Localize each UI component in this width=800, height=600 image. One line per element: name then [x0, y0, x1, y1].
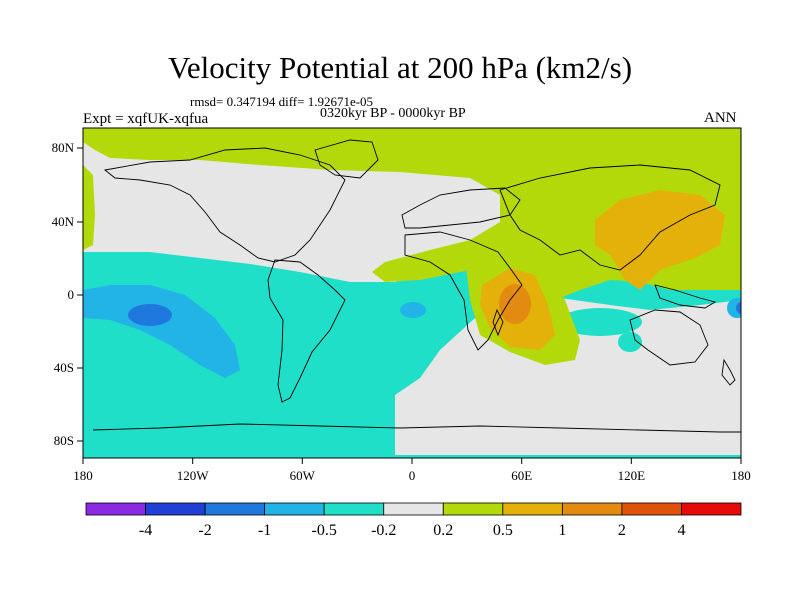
period-label: 0320kyr BP - 0000kyr BP: [320, 106, 466, 121]
colorbar-box: [502, 502, 563, 516]
fill-neg-high-dateline: [736, 302, 741, 314]
season-label: ANN: [704, 110, 737, 126]
colorbar-box: [561, 502, 623, 516]
fill-neg-small-indian-2: [618, 332, 642, 352]
colorbar-label: -2: [198, 522, 211, 539]
plot-title: Velocity Potential at 200 hPa (km2/s): [167, 50, 633, 85]
lat-ticks: [77, 147, 83, 442]
colorbar-box: [383, 502, 444, 516]
lon-tick-label: 180: [73, 468, 93, 483]
fill-neg-mid-pacific: [83, 285, 240, 378]
fill-neg-mid-dateline: [727, 298, 741, 318]
lon-tick-label: 180: [731, 468, 751, 483]
colorbar-label: -1: [258, 522, 271, 539]
coastlines: [92, 139, 741, 433]
lat-tick-labels: 80N 40N 0 40S 80S: [52, 140, 75, 448]
colorbar-label: 0.5: [493, 522, 513, 539]
colorbar-box: [442, 502, 504, 516]
lon-tick-label: 120W: [177, 468, 210, 483]
colorbar-box: [204, 502, 266, 516]
lat-tick-label: 40S: [54, 360, 74, 375]
colorbar-label: -0.5: [312, 522, 337, 539]
fill-pos-high-africa: [499, 284, 531, 324]
experiment-label: Expt = xqfUK-xqfua: [83, 111, 209, 127]
fill-pos-mid-asia: [595, 190, 725, 290]
fill-pos-small-west: [83, 165, 95, 250]
colorbar-label: 2: [618, 522, 626, 539]
contour-field: [83, 128, 741, 458]
colorbar-box: [323, 502, 385, 516]
lon-tick-label: 0: [409, 468, 416, 483]
colorbar-label: 1: [558, 522, 566, 539]
lon-tick-labels: 180 120W 60W 0 60E 120E 180: [73, 468, 751, 483]
colorbar-box: [145, 502, 206, 516]
stats-label: rmsd= 0.347194 diff= 1.92671e-05: [190, 94, 374, 109]
lon-tick-label: 60E: [511, 468, 532, 483]
lon-tick-label: 120E: [618, 468, 646, 483]
colorbar-label: 4: [677, 522, 685, 539]
colorbar-label: -4: [139, 522, 152, 539]
colorbar: -4 -2 -1 -0.5 -0.2 0.2 0.5 1 2 4: [85, 502, 742, 539]
lat-tick-label: 40N: [52, 214, 75, 229]
fill-neg-high-pacific: [128, 304, 172, 326]
colorbar-label: 0.2: [433, 522, 453, 539]
colorbar-label: -0.2: [371, 522, 396, 539]
lat-tick-label: 80N: [52, 140, 75, 155]
fill-neg-small-indian: [558, 308, 642, 336]
lon-tick-label: 60W: [290, 468, 316, 483]
lon-ticks: [82, 458, 742, 464]
lat-tick-label: 80S: [54, 433, 74, 448]
colorbar-box: [264, 502, 325, 516]
lat-tick-label: 0: [68, 287, 75, 302]
colorbar-box: [85, 502, 146, 516]
colorbar-box: [621, 502, 682, 516]
colorbar-box: [681, 502, 742, 516]
fill-neg-mid-atlantic: [400, 302, 426, 318]
